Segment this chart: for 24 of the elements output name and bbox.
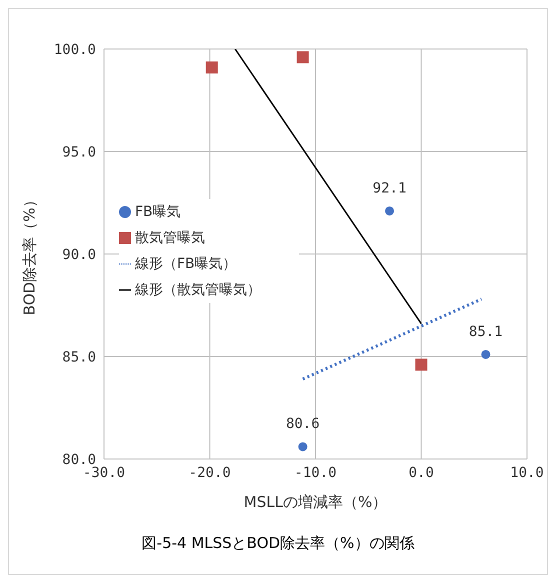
y-tick-label: 85.0 (62, 349, 96, 366)
x-tick-label: -20.0 (188, 464, 231, 481)
point (206, 61, 218, 74)
x-tick-label: 0.0 (408, 464, 434, 481)
y-tick-label: 90.0 (62, 246, 96, 263)
legend-label: 線形（FB曝気） (135, 256, 237, 272)
y-tick-label: 95.0 (62, 144, 96, 160)
text: 図-5-4 MLSSとBOD除去率（%）の関係 (140, 534, 416, 553)
data-label: 85.1 (468, 324, 503, 340)
y-tick-label: 100.0 (54, 42, 96, 58)
legend-label: 線形（散気管曝気） (135, 282, 261, 298)
point (296, 51, 309, 64)
point (298, 442, 308, 452)
point (415, 358, 428, 371)
data-label: 80.6 (286, 416, 320, 432)
data-label: 92.1 (372, 180, 406, 196)
y-axis-title: BOD除去率（%） (20, 192, 38, 316)
x-axis-title: MSLLの増減率（%） (244, 493, 388, 511)
legend-label: 散気管曝気 (135, 230, 205, 246)
point (385, 206, 394, 216)
legend-label: FB曝気 (135, 204, 181, 220)
point (481, 350, 490, 359)
x-tick-label: -10.0 (294, 464, 337, 481)
x-tick-label: 10.0 (510, 464, 544, 481)
